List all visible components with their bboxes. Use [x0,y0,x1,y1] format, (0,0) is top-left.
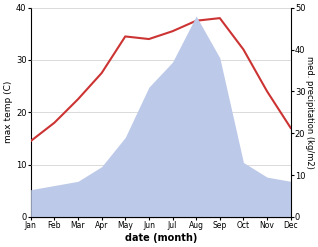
Y-axis label: max temp (C): max temp (C) [4,81,13,144]
Y-axis label: med. precipitation (kg/m2): med. precipitation (kg/m2) [305,56,314,169]
X-axis label: date (month): date (month) [125,233,197,243]
